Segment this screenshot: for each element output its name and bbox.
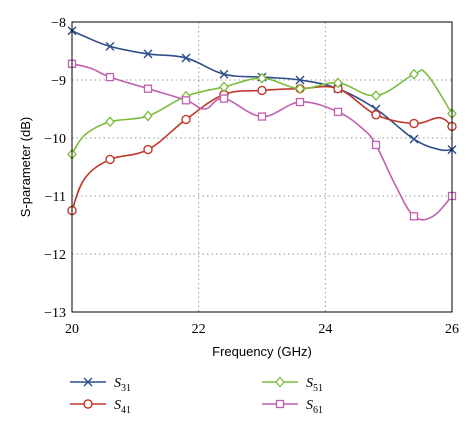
data-point-square-marker xyxy=(409,212,419,221)
y-tick-label: −11 xyxy=(45,190,66,205)
data-point-square-marker xyxy=(219,94,229,103)
series-line-s61 xyxy=(71,62,453,221)
tick-labels: 20 22 24 26 −8 −9 −10 −11 −12 −13 xyxy=(44,16,459,337)
x-axis-title: Frequency (GHz) xyxy=(212,344,312,359)
x-tick-label: 20 xyxy=(65,322,79,337)
data-point-diamond-marker xyxy=(219,81,229,93)
data-point-square-marker xyxy=(143,84,153,93)
data-point-circle-marker xyxy=(83,399,93,409)
data-point-diamond-marker xyxy=(257,72,267,84)
data-point-diamond-marker xyxy=(371,90,381,102)
data-point-circle-marker xyxy=(181,114,191,125)
legend: S31 S41 S51 S61 xyxy=(70,376,323,416)
data-point-x-marker xyxy=(219,69,229,79)
legend-item-s51: S51 xyxy=(262,376,323,394)
legend-item-s41: S41 xyxy=(70,398,131,416)
data-point-square-marker xyxy=(275,399,285,409)
y-tick-label: −10 xyxy=(44,132,66,147)
y-tick-label: −8 xyxy=(51,16,66,31)
data-point-circle-marker xyxy=(409,118,419,129)
grid xyxy=(72,22,452,312)
legend-label: S51 xyxy=(306,376,323,394)
data-point-square-marker xyxy=(181,96,191,105)
data-point-diamond-marker xyxy=(105,116,115,128)
x-tick-label: 24 xyxy=(318,322,332,337)
data-point-x-marker xyxy=(83,377,93,387)
legend-item-s31: S31 xyxy=(70,376,131,394)
data-point-circle-marker xyxy=(371,110,381,120)
series-s41 xyxy=(67,83,457,216)
data-point-x-marker xyxy=(143,49,153,59)
data-point-diamond-marker xyxy=(409,68,419,80)
legend-label: S61 xyxy=(306,398,323,416)
data-point-x-marker xyxy=(105,41,115,51)
data-point-circle-marker xyxy=(105,154,115,165)
series-layer xyxy=(67,26,457,221)
data-point-square-marker xyxy=(105,72,115,82)
series-line-s41 xyxy=(71,85,453,211)
data-point-diamond-marker xyxy=(275,376,285,388)
x-tick-label: 22 xyxy=(192,322,206,337)
data-point-x-marker xyxy=(409,134,419,144)
data-point-square-marker xyxy=(257,112,267,121)
data-point-square-marker xyxy=(371,140,381,150)
data-point-diamond-marker xyxy=(333,77,343,89)
data-point-x-marker xyxy=(181,53,191,63)
data-point-square-marker xyxy=(333,107,343,117)
legend-label: S41 xyxy=(114,398,131,416)
data-point-x-marker xyxy=(295,75,305,85)
legend-label: S31 xyxy=(114,376,131,394)
data-point-square-marker xyxy=(295,97,305,107)
data-point-circle-marker xyxy=(257,85,267,96)
plot-frame xyxy=(71,21,453,313)
x-tick-label: 26 xyxy=(445,322,459,337)
data-point-diamond-marker xyxy=(143,110,153,122)
legend-item-s61: S61 xyxy=(262,398,323,416)
y-tick-label: −13 xyxy=(44,306,66,321)
y-tick-label: −12 xyxy=(44,248,66,263)
series-s61 xyxy=(67,59,457,221)
y-axis-title: S-parameter (dB) xyxy=(18,117,33,217)
data-point-circle-marker xyxy=(143,144,153,155)
data-point-diamond-marker xyxy=(295,83,305,95)
y-tick-label: −9 xyxy=(51,74,66,89)
